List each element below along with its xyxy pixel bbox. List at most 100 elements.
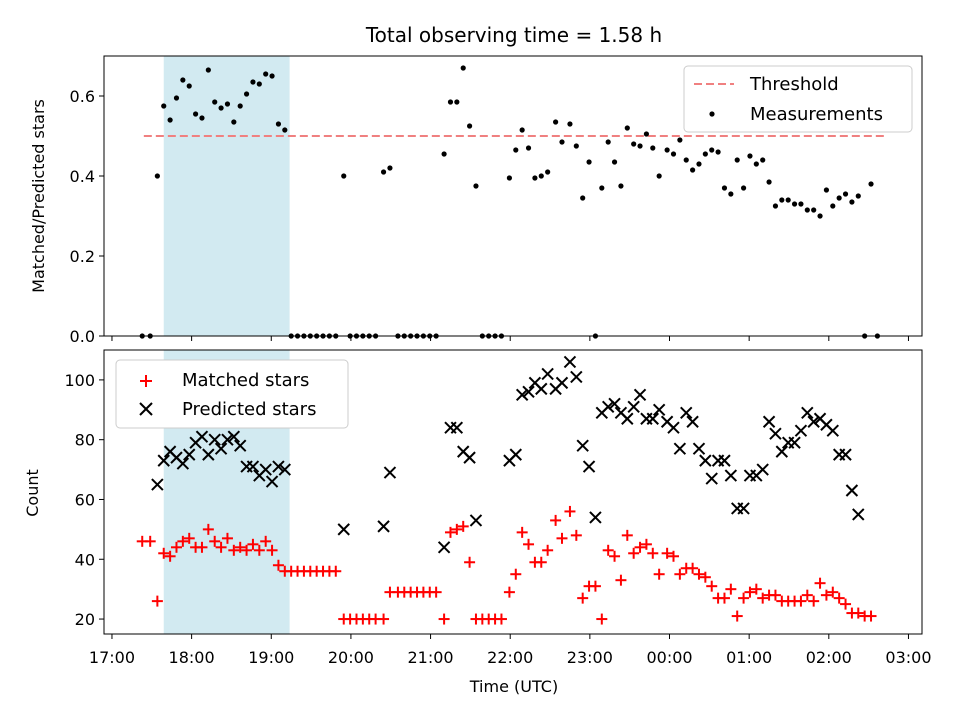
bottom-y-tick-label: 60	[75, 490, 95, 509]
measurement-point	[256, 81, 262, 87]
matched-star-point	[564, 505, 576, 517]
measurement-point	[785, 197, 791, 203]
matched-star-point	[577, 592, 589, 604]
measurement-point	[842, 191, 849, 197]
measurement-point	[855, 193, 861, 199]
matched-star-point	[674, 568, 686, 580]
predicted-star-point	[775, 445, 789, 458]
measurement-point	[519, 127, 525, 133]
predicted-star-point	[535, 382, 548, 396]
predicted-star-point	[737, 502, 750, 515]
matched-star-point	[725, 583, 737, 595]
bottom-x-tick-label: 17:00	[89, 648, 135, 667]
predicted-star-point	[807, 415, 820, 428]
matched-star-point	[151, 595, 163, 607]
legend-matched-label: Matched stars	[182, 370, 309, 391]
predicted-star-point	[208, 433, 221, 446]
measurement-points	[139, 65, 880, 339]
measurement-point	[447, 99, 454, 105]
measurement-point	[212, 99, 218, 105]
top-legend-box	[683, 65, 913, 133]
predicted-star-point	[555, 376, 569, 390]
predicted-star-point	[151, 478, 164, 491]
measurement-point	[702, 151, 708, 157]
matched-star-point	[621, 529, 633, 541]
predicted-star-point	[541, 367, 554, 381]
matched-star-point	[570, 529, 582, 541]
measurement-point	[380, 169, 387, 175]
top-y-tick-label: 0.6	[70, 87, 95, 106]
matched-star-point	[253, 544, 265, 556]
measurement-point	[836, 195, 842, 201]
bottom-x-tick-label: 21:00	[408, 648, 454, 667]
measurement-point	[161, 103, 167, 109]
predicted-star-point	[522, 385, 535, 399]
matched-star-point	[535, 556, 547, 568]
predicted-star-point	[718, 454, 731, 467]
measurement-point	[525, 145, 532, 151]
predicted-star-point	[756, 463, 769, 476]
predicted-star-point	[667, 421, 680, 434]
measurement-point	[631, 141, 637, 147]
measurement-point	[573, 143, 579, 149]
measurement-point	[817, 213, 823, 219]
bottom-x-tick-label: 03:00	[885, 648, 931, 667]
predicted-star-point	[621, 412, 634, 425]
matched-star-point	[750, 583, 762, 595]
measurement-point	[599, 185, 605, 191]
bottom-legend: Matched stars Predicted stars	[115, 359, 349, 429]
measurement-point	[721, 185, 728, 191]
bottom-ylabel: Count	[23, 469, 42, 517]
predicted-star-point	[437, 541, 451, 554]
measurement-point	[473, 183, 479, 189]
matched-star-point	[718, 592, 730, 604]
measurement-point	[611, 159, 618, 165]
matched-star-point	[634, 541, 646, 553]
legend-matched-swatch	[140, 375, 152, 387]
bottom-x-tick-label: 20:00	[328, 648, 374, 667]
predicted-star-point	[576, 439, 589, 452]
matched-star-point	[221, 532, 233, 544]
measurement-point	[167, 117, 173, 123]
top-y-ticks: 0.0 0.2 0.4 0.6	[70, 87, 104, 346]
matched-star-point	[510, 568, 522, 580]
matched-star-point	[202, 523, 214, 535]
matched-star-point	[731, 610, 743, 622]
measurement-point	[186, 83, 192, 89]
matched-star-point	[589, 580, 601, 592]
predicted-star-point	[469, 514, 483, 527]
matched-star-point	[457, 520, 469, 532]
bottom-xlabel: Time (UTC)	[469, 677, 558, 696]
bottom-legend-box	[115, 359, 349, 429]
predicted-star-point	[450, 421, 464, 434]
matched-star-point	[609, 550, 621, 562]
predicted-star-point	[259, 463, 272, 476]
bottom-y-tick-label: 100	[64, 371, 95, 390]
predicted-star-point	[582, 460, 596, 473]
measurement-point	[664, 147, 670, 153]
matched-star-point	[464, 556, 476, 568]
measurement-point	[779, 197, 785, 203]
measurement-point	[532, 175, 538, 181]
predicted-star-point	[601, 400, 615, 414]
predicted-star-point	[463, 451, 476, 464]
measurement-point	[237, 103, 243, 109]
predicted-star-point	[826, 424, 839, 437]
predicted-star-point	[377, 520, 390, 533]
bottom-x-tick-label: 02:00	[806, 648, 852, 667]
matched-star-point	[170, 541, 182, 553]
measurement-point	[513, 147, 519, 153]
predicted-star-point	[202, 448, 215, 461]
measurement-point	[753, 161, 759, 167]
measurement-point	[224, 101, 231, 107]
bottom-x-tick-label: 01:00	[726, 648, 772, 667]
predicted-star-point	[686, 415, 699, 428]
predicted-star-point	[652, 403, 666, 416]
matched-star-point	[661, 547, 673, 559]
measurement-point	[849, 199, 855, 205]
predicted-star-point	[801, 406, 814, 419]
top-x-ticks	[111, 336, 909, 341]
matched-star-point	[699, 571, 711, 583]
measurement-point	[766, 179, 772, 185]
